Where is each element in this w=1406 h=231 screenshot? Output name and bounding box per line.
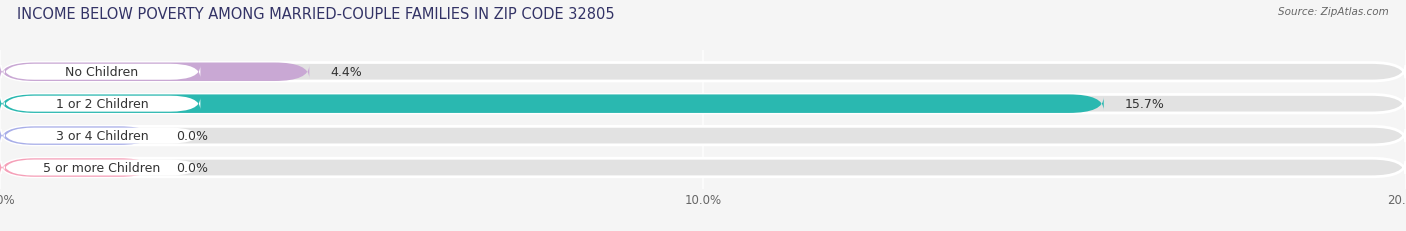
Text: INCOME BELOW POVERTY AMONG MARRIED-COUPLE FAMILIES IN ZIP CODE 32805: INCOME BELOW POVERTY AMONG MARRIED-COUPL… xyxy=(17,7,614,22)
FancyBboxPatch shape xyxy=(3,160,200,176)
Text: 3 or 4 Children: 3 or 4 Children xyxy=(56,130,148,143)
Text: 1 or 2 Children: 1 or 2 Children xyxy=(56,98,148,111)
FancyBboxPatch shape xyxy=(0,63,1406,82)
FancyBboxPatch shape xyxy=(0,159,1406,177)
FancyBboxPatch shape xyxy=(0,159,155,177)
FancyBboxPatch shape xyxy=(3,96,200,112)
Text: Source: ZipAtlas.com: Source: ZipAtlas.com xyxy=(1278,7,1389,17)
Text: 0.0%: 0.0% xyxy=(176,130,208,143)
FancyBboxPatch shape xyxy=(0,127,1406,145)
FancyBboxPatch shape xyxy=(0,95,1406,113)
Text: No Children: No Children xyxy=(65,66,139,79)
Text: 5 or more Children: 5 or more Children xyxy=(44,161,160,174)
Text: 15.7%: 15.7% xyxy=(1125,98,1164,111)
Text: 4.4%: 4.4% xyxy=(330,66,363,79)
FancyBboxPatch shape xyxy=(3,64,200,80)
FancyBboxPatch shape xyxy=(3,128,200,144)
FancyBboxPatch shape xyxy=(0,127,155,145)
FancyBboxPatch shape xyxy=(0,95,1104,113)
Text: 0.0%: 0.0% xyxy=(176,161,208,174)
FancyBboxPatch shape xyxy=(0,63,309,82)
